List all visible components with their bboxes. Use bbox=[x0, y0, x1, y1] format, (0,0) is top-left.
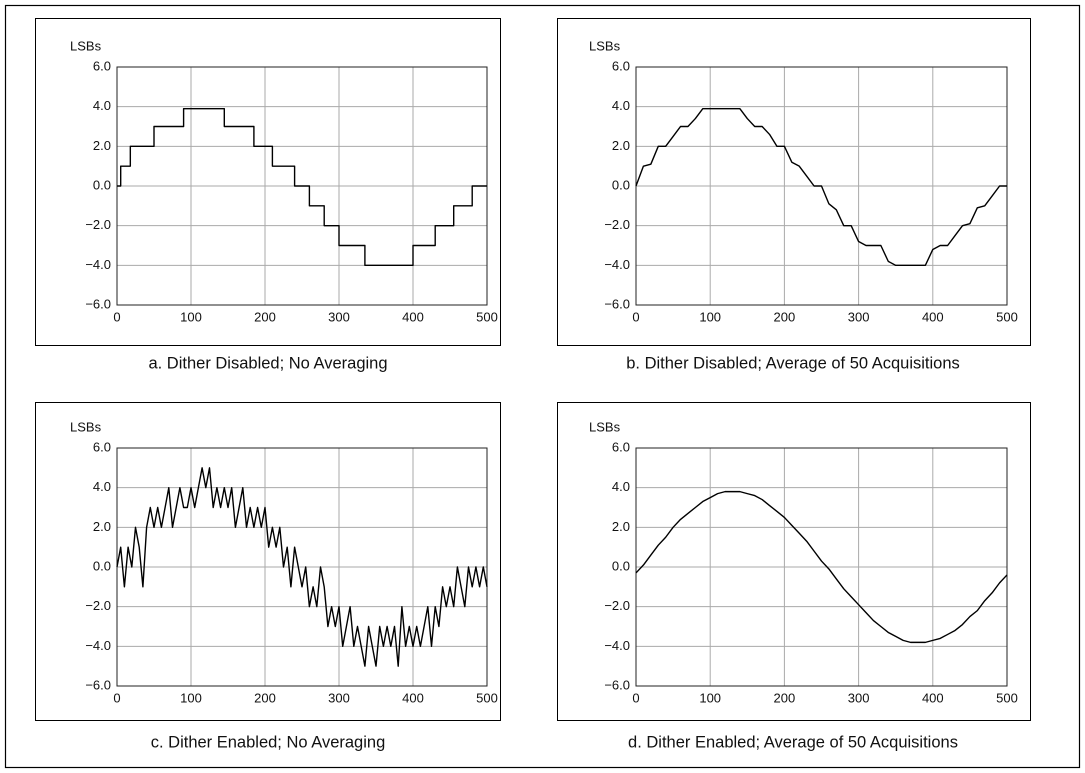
y-tick-label: 2.0 bbox=[612, 519, 630, 534]
x-tick-label: 400 bbox=[922, 690, 944, 705]
x-tick-label: 400 bbox=[402, 690, 424, 705]
y-tick-label: 6.0 bbox=[93, 58, 111, 73]
x-tick-label: 0 bbox=[632, 690, 639, 705]
x-tick-label: 100 bbox=[180, 309, 202, 324]
panel-caption: b. Dither Disabled; Average of 50 Acquis… bbox=[626, 354, 960, 372]
data-line bbox=[635, 490, 1008, 644]
y-tick-label: −2.0 bbox=[85, 217, 111, 232]
y-tick-label: −4.0 bbox=[85, 638, 111, 653]
x-tick-label: 0 bbox=[113, 690, 120, 705]
y-tick-label: 6.0 bbox=[612, 439, 630, 454]
y-tick-label: 4.0 bbox=[612, 479, 630, 494]
x-tick-label: 0 bbox=[632, 309, 639, 324]
x-tick-label: 300 bbox=[848, 309, 870, 324]
y-tick-label: 0.0 bbox=[93, 558, 111, 573]
y-axis-label: LSBs bbox=[70, 38, 102, 53]
x-tick-label: 100 bbox=[699, 309, 721, 324]
figure-frame bbox=[4, 4, 1081, 769]
y-tick-label: 4.0 bbox=[93, 479, 111, 494]
panel-frame bbox=[35, 402, 501, 721]
y-tick-label: −2.0 bbox=[604, 217, 630, 232]
x-tick-label: 300 bbox=[328, 690, 350, 705]
data-line bbox=[635, 107, 1007, 267]
panel-frame bbox=[35, 18, 501, 346]
y-tick-label: 2.0 bbox=[93, 138, 111, 153]
y-tick-label: −2.0 bbox=[85, 598, 111, 613]
y-tick-label: 4.0 bbox=[93, 98, 111, 113]
x-tick-label: 200 bbox=[254, 690, 276, 705]
y-axis-label: LSBs bbox=[589, 38, 621, 53]
x-tick-label: 400 bbox=[922, 309, 944, 324]
y-axis-label: LSBs bbox=[589, 419, 621, 434]
y-tick-label: −4.0 bbox=[604, 257, 630, 272]
y-tick-label: 0.0 bbox=[93, 177, 111, 192]
y-tick-label: 4.0 bbox=[612, 98, 630, 113]
y-tick-label: −6.0 bbox=[85, 296, 111, 311]
x-tick-label: 400 bbox=[402, 309, 424, 324]
y-tick-label: −6.0 bbox=[604, 677, 630, 692]
x-tick-label: 300 bbox=[328, 309, 350, 324]
y-tick-label: 6.0 bbox=[612, 58, 630, 73]
data-line bbox=[117, 107, 487, 267]
y-tick-label: −4.0 bbox=[85, 257, 111, 272]
x-tick-label: 500 bbox=[476, 690, 498, 705]
y-tick-label: 6.0 bbox=[93, 439, 111, 454]
x-tick-label: 300 bbox=[848, 690, 870, 705]
x-tick-label: 100 bbox=[180, 690, 202, 705]
y-axis-label: LSBs bbox=[70, 419, 102, 434]
y-tick-label: −4.0 bbox=[604, 638, 630, 653]
panel-frame bbox=[557, 18, 1031, 346]
x-tick-label: 200 bbox=[774, 690, 796, 705]
y-tick-label: 2.0 bbox=[93, 519, 111, 534]
y-tick-label: 2.0 bbox=[612, 138, 630, 153]
x-tick-label: 0 bbox=[113, 309, 120, 324]
y-tick-label: −6.0 bbox=[85, 677, 111, 692]
x-tick-label: 500 bbox=[476, 309, 498, 324]
x-tick-label: 500 bbox=[996, 690, 1018, 705]
y-tick-label: 0.0 bbox=[612, 558, 630, 573]
y-tick-label: 0.0 bbox=[612, 177, 630, 192]
plot-frame bbox=[635, 447, 1008, 687]
x-tick-label: 100 bbox=[699, 690, 721, 705]
y-tick-label: −2.0 bbox=[604, 598, 630, 613]
data-line bbox=[116, 467, 488, 667]
x-tick-label: 200 bbox=[254, 309, 276, 324]
x-tick-label: 200 bbox=[774, 309, 796, 324]
panel-caption: c. Dither Enabled; No Averaging bbox=[151, 733, 386, 751]
y-tick-label: −6.0 bbox=[604, 296, 630, 311]
panel-caption: d. Dither Enabled; Average of 50 Acquisi… bbox=[628, 733, 958, 751]
x-tick-label: 500 bbox=[996, 309, 1018, 324]
panel-frame bbox=[557, 402, 1031, 721]
panel-caption: a. Dither Disabled; No Averaging bbox=[148, 354, 387, 372]
